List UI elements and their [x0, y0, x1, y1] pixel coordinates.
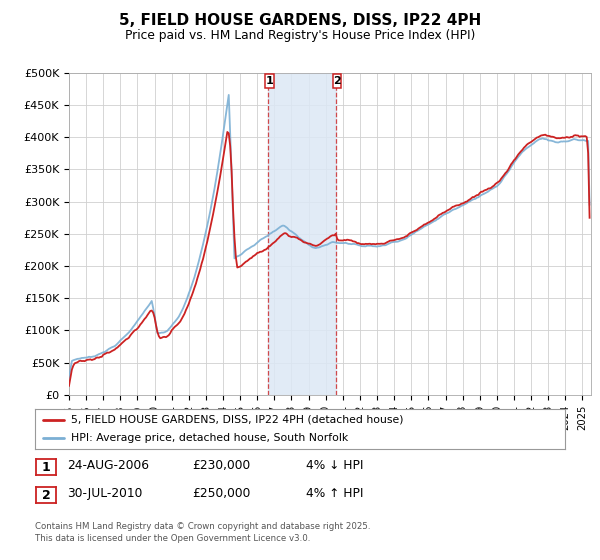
- Text: 2: 2: [41, 488, 50, 502]
- Text: 24-AUG-2006: 24-AUG-2006: [67, 459, 149, 473]
- Text: 5, FIELD HOUSE GARDENS, DISS, IP22 4PH: 5, FIELD HOUSE GARDENS, DISS, IP22 4PH: [119, 13, 481, 28]
- Text: 2: 2: [333, 76, 341, 86]
- Text: Price paid vs. HM Land Registry's House Price Index (HPI): Price paid vs. HM Land Registry's House …: [125, 29, 475, 42]
- Text: 4% ↑ HPI: 4% ↑ HPI: [306, 487, 364, 501]
- Text: £250,000: £250,000: [192, 487, 250, 501]
- Text: 1: 1: [41, 460, 50, 474]
- Text: £230,000: £230,000: [192, 459, 250, 473]
- Bar: [333, 74, 341, 88]
- Bar: [268, 73, 335, 395]
- Text: Contains HM Land Registry data © Crown copyright and database right 2025.
This d: Contains HM Land Registry data © Crown c…: [35, 522, 370, 543]
- Text: 4% ↓ HPI: 4% ↓ HPI: [306, 459, 364, 473]
- Text: 30-JUL-2010: 30-JUL-2010: [67, 487, 143, 501]
- Text: 5, FIELD HOUSE GARDENS, DISS, IP22 4PH (detached house): 5, FIELD HOUSE GARDENS, DISS, IP22 4PH (…: [71, 415, 403, 424]
- Bar: [265, 74, 274, 88]
- Text: HPI: Average price, detached house, South Norfolk: HPI: Average price, detached house, Sout…: [71, 433, 348, 443]
- Text: 1: 1: [266, 76, 274, 86]
